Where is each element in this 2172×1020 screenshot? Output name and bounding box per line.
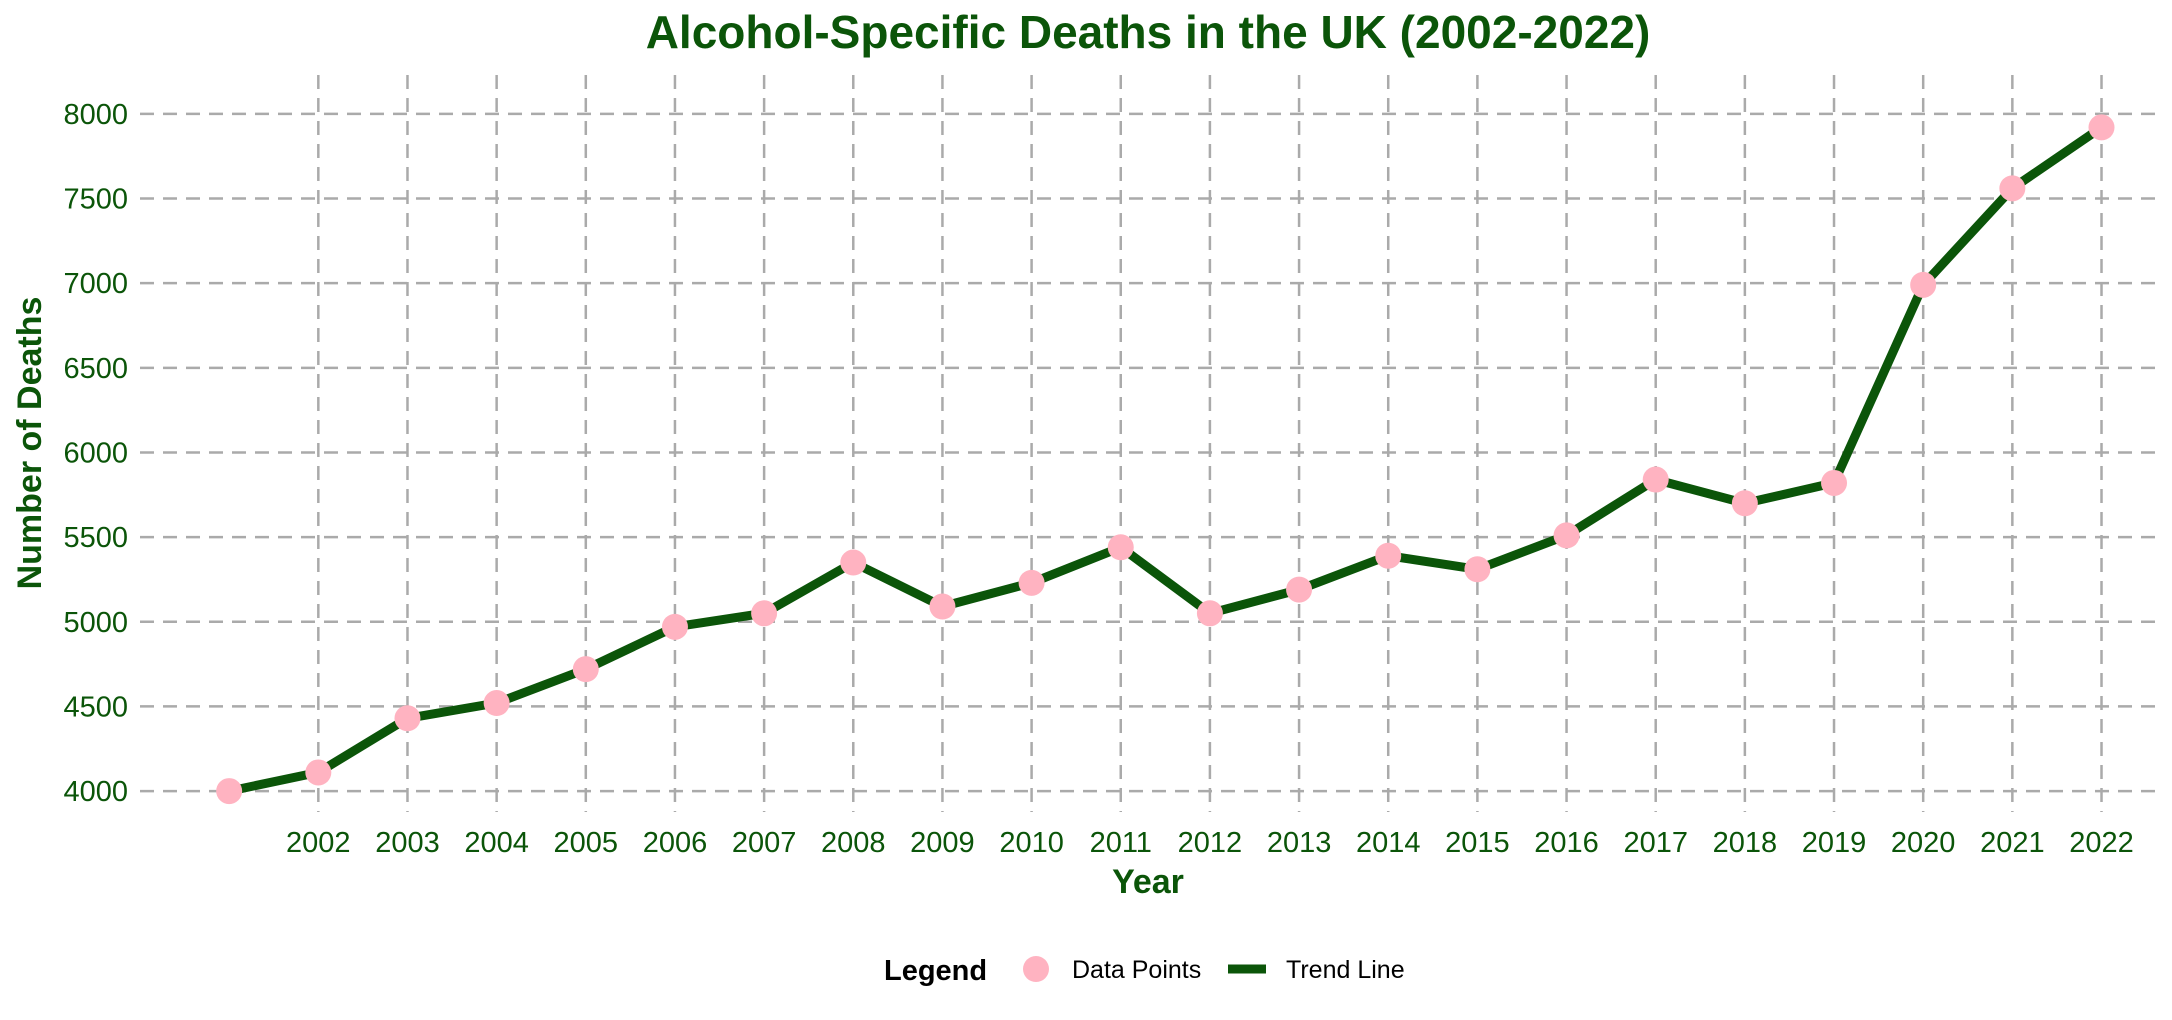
- y-tick-label-4000: 4000: [63, 776, 128, 808]
- y-tick-label-7500: 7500: [63, 184, 128, 216]
- x-tick-label-2016: 2016: [1534, 827, 1599, 859]
- y-tick-label-6000: 6000: [63, 437, 128, 469]
- y-tick-label-6500: 6500: [63, 353, 128, 385]
- x-tick-label-2008: 2008: [821, 827, 886, 859]
- y-tick-label-5000: 5000: [63, 607, 128, 639]
- data-point-2022: [2088, 114, 2115, 141]
- data-point-2006: [661, 613, 688, 640]
- data-point-2007: [751, 600, 778, 627]
- x-tick-label-2011: 2011: [1090, 827, 1152, 859]
- x-axis-title: Year: [1112, 863, 1184, 901]
- x-tick-label-2014: 2014: [1356, 827, 1421, 859]
- x-tick-label-2003: 2003: [375, 827, 440, 859]
- x-tick-label-2019: 2019: [1802, 827, 1867, 859]
- data-point-2004: [483, 690, 510, 717]
- data-point-2017: [1642, 466, 1669, 493]
- trend-line: [224, 122, 2106, 796]
- x-tick-label-2015: 2015: [1445, 827, 1510, 859]
- data-point-2014: [1375, 542, 1402, 569]
- data-point-2013: [1286, 576, 1313, 603]
- data-point-2019: [1821, 469, 1848, 496]
- data-point-2005: [572, 656, 599, 683]
- data-point-2011: [1107, 534, 1134, 561]
- y-tick-label-8000: 8000: [63, 99, 128, 131]
- x-tick-label-2009: 2009: [910, 827, 975, 859]
- data-points: [216, 114, 2115, 805]
- data-point-2018: [1731, 490, 1758, 517]
- data-point-2021: [1999, 175, 2026, 202]
- legend-label-data-points: Data Points: [1072, 956, 1201, 984]
- y-axis-title: Number of Deaths: [11, 297, 49, 590]
- data-point-2012: [1196, 600, 1223, 627]
- grid: [140, 75, 2155, 812]
- legend: Legend Data Points Trend Line: [884, 955, 1405, 987]
- data-point-2001: [216, 778, 243, 805]
- x-tick-label-2017: 2017: [1623, 827, 1688, 859]
- data-point-2002: [305, 759, 332, 786]
- data-point-2015: [1464, 556, 1491, 583]
- x-tick-label-2012: 2012: [1178, 827, 1243, 859]
- x-tick-label-2006: 2006: [643, 827, 708, 859]
- x-axis-ticks: 2002 2003 2004 2005 2006 2007 2008 2009 2010 2011…: [286, 827, 2134, 859]
- data-point-2008: [840, 549, 867, 576]
- data-point-2016: [1553, 522, 1580, 549]
- x-tick-label-2020: 2020: [1891, 827, 1956, 859]
- x-tick-label-2004: 2004: [464, 827, 529, 859]
- x-tick-label-2010: 2010: [999, 827, 1064, 859]
- x-tick-label-2022: 2022: [2069, 827, 2134, 859]
- x-tick-label-2021: 2021: [1980, 827, 2045, 859]
- y-tick-label-5500: 5500: [63, 522, 128, 554]
- y-axis-ticks: 4000 4500 5000 5500 6000 6500 7000 7500 8000: [63, 99, 128, 808]
- x-tick-label-2018: 2018: [1713, 827, 1778, 859]
- legend-label-trend-line: Trend Line: [1286, 956, 1405, 984]
- data-point-2003: [394, 705, 421, 732]
- data-point-2010: [1018, 569, 1045, 596]
- x-tick-label-2007: 2007: [732, 827, 797, 859]
- y-tick-label-7000: 7000: [63, 268, 128, 300]
- x-tick-label-2002: 2002: [286, 827, 351, 859]
- x-tick-label-2005: 2005: [554, 827, 619, 859]
- y-tick-label-4500: 4500: [63, 691, 128, 723]
- x-tick-label-2013: 2013: [1267, 827, 1332, 859]
- data-point-2020: [1910, 271, 1937, 298]
- data-point-2009: [929, 593, 956, 620]
- chart-title: Alcohol-Specific Deaths in the UK (2002-…: [646, 6, 1651, 58]
- legend-point-swatch: [1023, 956, 1049, 982]
- legend-title: Legend: [884, 955, 987, 987]
